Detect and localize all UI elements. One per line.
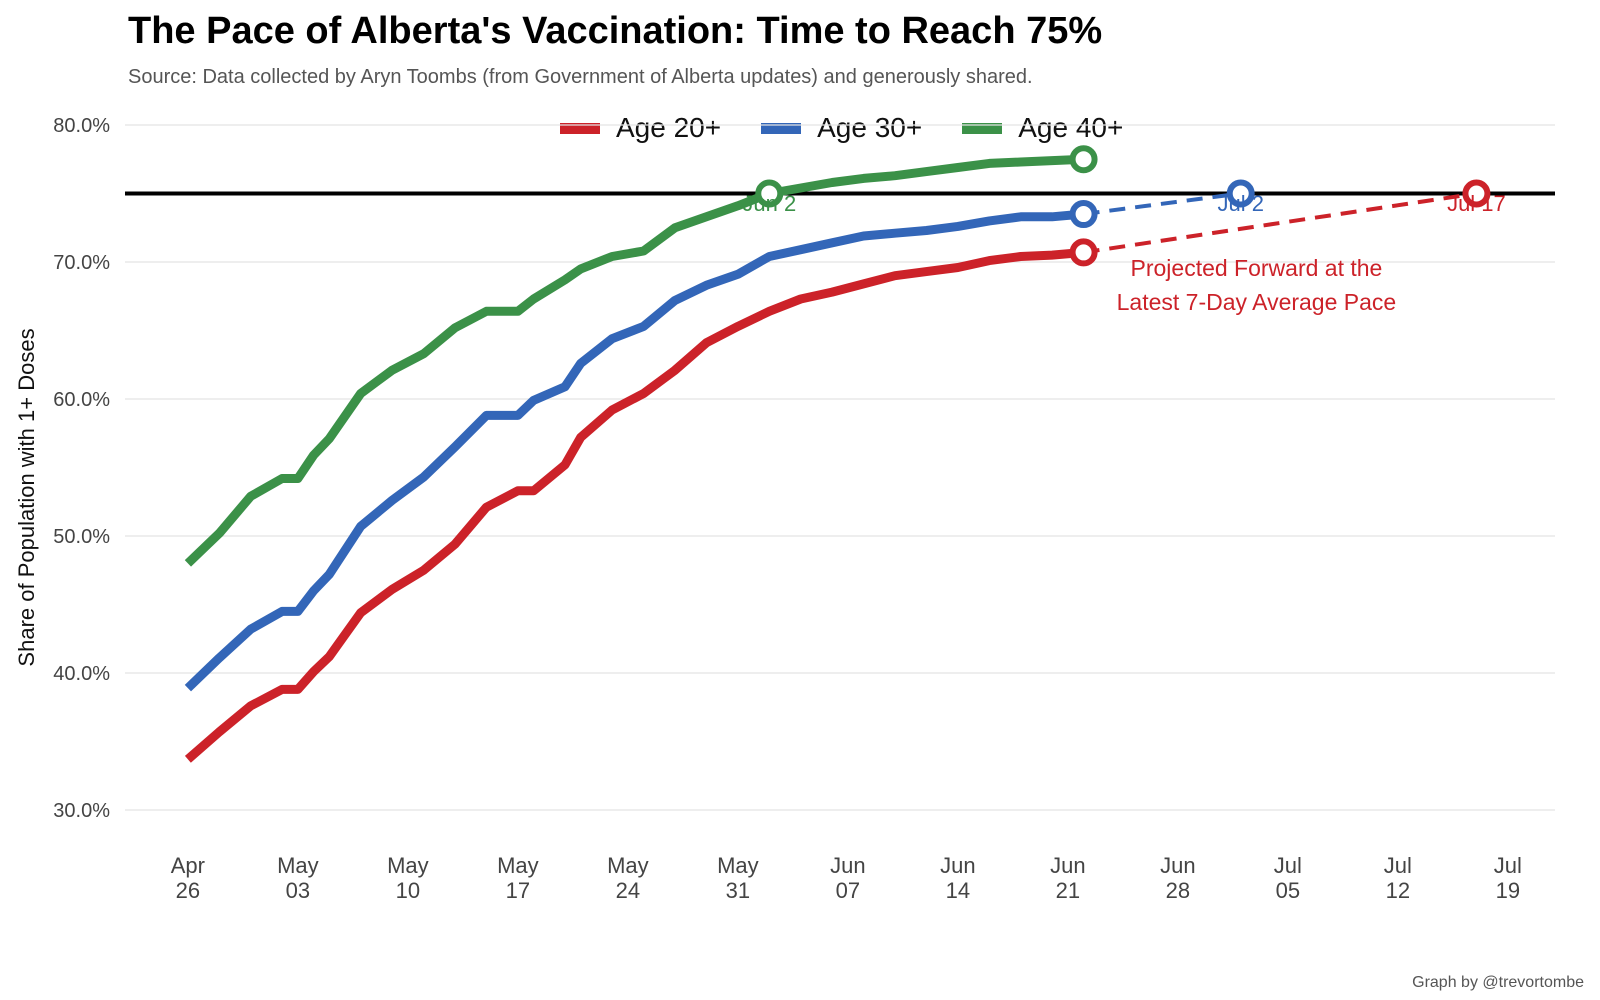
x-tick-label-day: 31 xyxy=(726,878,750,903)
legend-item-age-20: Age 20+ xyxy=(560,112,721,144)
x-tick-label-month: Jun xyxy=(940,853,975,878)
series-line-age-40 xyxy=(184,154,1084,567)
projection-line xyxy=(1083,191,1477,255)
x-tick-label-month: May xyxy=(607,853,649,878)
x-tick-label-day: 07 xyxy=(836,878,860,903)
reach-75-marker xyxy=(1226,179,1255,208)
x-tick-label-month: Jun xyxy=(1160,853,1195,878)
legend-swatch-age-40 xyxy=(962,122,1003,134)
x-tick-label-day: 12 xyxy=(1386,878,1410,903)
y-tick-label: 30.0% xyxy=(53,800,110,822)
projection-annotation-line: Projected Forward at the xyxy=(1131,255,1383,281)
x-tick-label-day: 24 xyxy=(616,878,640,903)
x-tick-label-month: Apr xyxy=(171,853,205,878)
x-tick-label-day: 21 xyxy=(1056,878,1080,903)
projection-line xyxy=(1083,191,1241,217)
x-tick-label-month: Jun xyxy=(1050,853,1085,878)
y-tick-label: 60.0% xyxy=(53,389,110,411)
x-tick-label-month: May xyxy=(717,853,759,878)
reach-date-label: Jul 17 xyxy=(1447,191,1506,216)
x-tick-label-day: 17 xyxy=(506,878,530,903)
x-tick-label-day: 10 xyxy=(396,878,420,903)
x-tick-label-month: Jul xyxy=(1494,853,1522,878)
y-tick-label: 80.0% xyxy=(53,115,110,137)
x-tick-label-month: Jul xyxy=(1274,853,1302,878)
chart-title: The Pace of Alberta's Vaccination: Time … xyxy=(128,10,1103,52)
x-tick-label-month: May xyxy=(277,853,319,878)
latest-point-marker xyxy=(1069,200,1098,229)
x-tick-label-day: 05 xyxy=(1276,878,1300,903)
y-tick-label: 50.0% xyxy=(53,526,110,548)
y-tick-label: 70.0% xyxy=(53,252,110,274)
x-tick-label-day: 03 xyxy=(286,878,310,903)
series-line-age-30 xyxy=(184,209,1084,692)
x-tick-label-day: 19 xyxy=(1496,878,1520,903)
legend-label-age-20: Age 20+ xyxy=(616,112,722,143)
legend: Age 20+ Age 30+ Age 40+ xyxy=(560,112,1123,144)
chart-subtitle: Source: Data collected by Aryn Toombs (f… xyxy=(128,66,1033,88)
latest-point-marker xyxy=(1069,238,1098,267)
x-tick-label-month: Jul xyxy=(1384,853,1412,878)
x-tick-label-month: May xyxy=(387,853,429,878)
x-tick-label-day: 26 xyxy=(176,878,200,903)
legend-swatch-age-30 xyxy=(761,122,802,134)
y-axis-title: Share of Population with 1+ Doses xyxy=(14,328,39,666)
x-tick-label-day: 28 xyxy=(1166,878,1190,903)
reach-date-label: Jul 2 xyxy=(1217,191,1263,216)
reach-75-marker xyxy=(1462,179,1491,208)
legend-item-age-40: Age 40+ xyxy=(962,112,1123,144)
x-tick-label-month: Jun xyxy=(830,853,865,878)
x-tick-label-day: 14 xyxy=(946,878,970,903)
legend-label-age-30: Age 30+ xyxy=(817,112,923,143)
reach-75-marker xyxy=(755,179,784,208)
legend-swatch-age-20 xyxy=(560,122,600,134)
x-tick-label-month: May xyxy=(497,853,539,878)
legend-item-age-30: Age 30+ xyxy=(761,112,922,144)
caption: Graph by @trevortombe xyxy=(1412,974,1584,991)
series-line-age-20 xyxy=(184,247,1084,763)
projection-annotation-line: Latest 7-Day Average Pace xyxy=(1117,289,1397,315)
y-tick-label: 40.0% xyxy=(53,663,110,685)
latest-point-marker xyxy=(1069,145,1098,174)
legend-label-age-40: Age 40+ xyxy=(1018,112,1124,143)
reach-date-label: Jun 2 xyxy=(742,191,796,216)
